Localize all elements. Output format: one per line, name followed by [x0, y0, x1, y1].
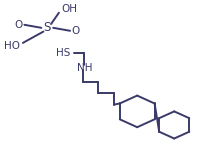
Text: NH: NH — [77, 63, 92, 73]
Text: S: S — [44, 21, 51, 34]
Text: HO: HO — [4, 41, 20, 51]
Text: O: O — [14, 20, 23, 30]
Text: HS: HS — [56, 48, 70, 58]
Text: OH: OH — [62, 4, 78, 14]
Text: O: O — [72, 26, 80, 36]
